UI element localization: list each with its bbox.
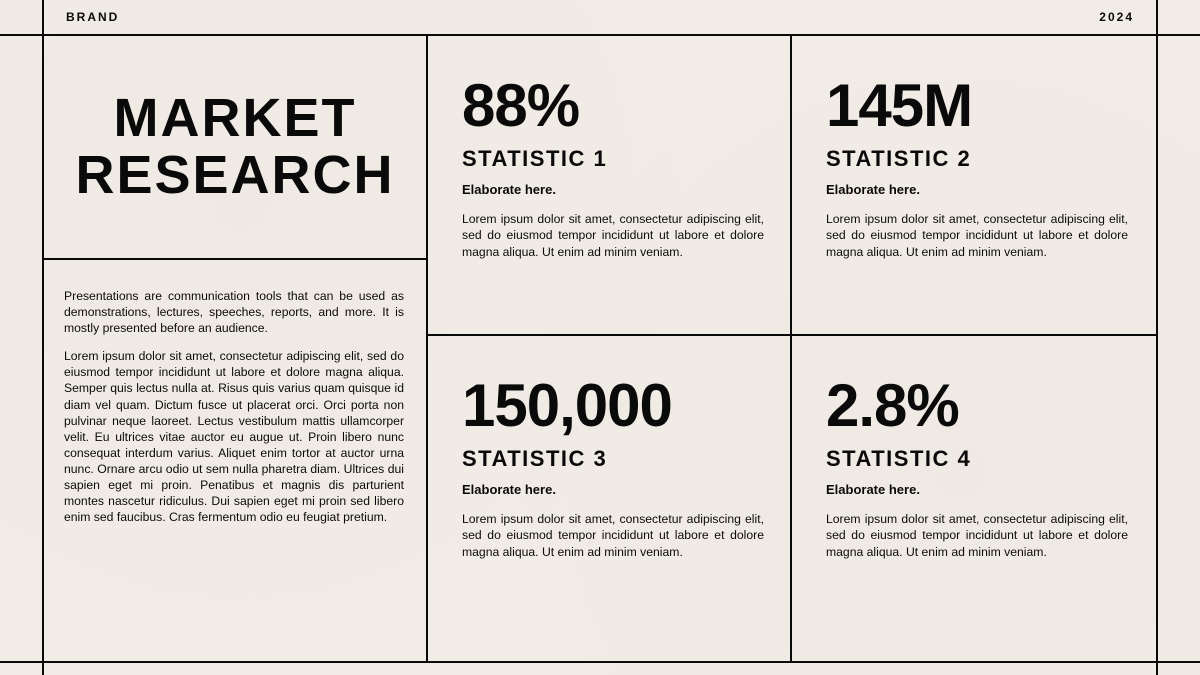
vertical-divider-1: [426, 36, 428, 661]
stat-elaborate: Elaborate here.: [462, 182, 764, 197]
page-title: MARKET RESEARCH: [44, 90, 426, 203]
stat-elaborate: Elaborate here.: [826, 182, 1128, 197]
stat-elaborate: Elaborate here.: [826, 482, 1128, 497]
stat-description: Lorem ipsum dolor sit amet, consectetur …: [826, 211, 1128, 260]
lorem-paragraph: Lorem ipsum dolor sit amet, consectetur …: [64, 348, 404, 525]
stat-label: STATISTIC 4: [826, 446, 1128, 472]
title-separator-line: [42, 258, 428, 260]
stat-card-4: 2.8% STATISTIC 4 Elaborate here. Lorem i…: [826, 336, 1128, 648]
stat-number: 145M: [826, 76, 1128, 136]
stat-number: 2.8%: [826, 376, 1128, 436]
stat-description: Lorem ipsum dolor sit amet, consectetur …: [826, 511, 1128, 560]
stat-description: Lorem ipsum dolor sit amet, consectetur …: [462, 211, 764, 260]
year-label: 2024: [1099, 10, 1134, 24]
stat-label: STATISTIC 1: [462, 146, 764, 172]
vertical-border-right: [1156, 0, 1158, 675]
vertical-divider-2: [790, 36, 792, 661]
stat-number: 88%: [462, 76, 764, 136]
stat-card-1: 88% STATISTIC 1 Elaborate here. Lorem ip…: [462, 36, 764, 334]
slide-frame: BRAND 2024 MARKET RESEARCH Presentations…: [0, 0, 1200, 675]
stat-label: STATISTIC 2: [826, 146, 1128, 172]
body-text-container: Presentations are communication tools th…: [64, 288, 404, 645]
footer-border: [0, 661, 1200, 663]
brand-label: BRAND: [66, 10, 119, 24]
header-bar: BRAND 2024: [0, 0, 1200, 36]
intro-paragraph: Presentations are communication tools th…: [64, 288, 404, 336]
stat-elaborate: Elaborate here.: [462, 482, 764, 497]
stat-number: 150,000: [462, 376, 764, 436]
stat-description: Lorem ipsum dolor sit amet, consectetur …: [462, 511, 764, 560]
stat-card-3: 150,000 STATISTIC 3 Elaborate here. Lore…: [462, 336, 764, 648]
stat-label: STATISTIC 3: [462, 446, 764, 472]
stat-card-2: 145M STATISTIC 2 Elaborate here. Lorem i…: [826, 36, 1128, 334]
title-container: MARKET RESEARCH: [44, 36, 426, 258]
